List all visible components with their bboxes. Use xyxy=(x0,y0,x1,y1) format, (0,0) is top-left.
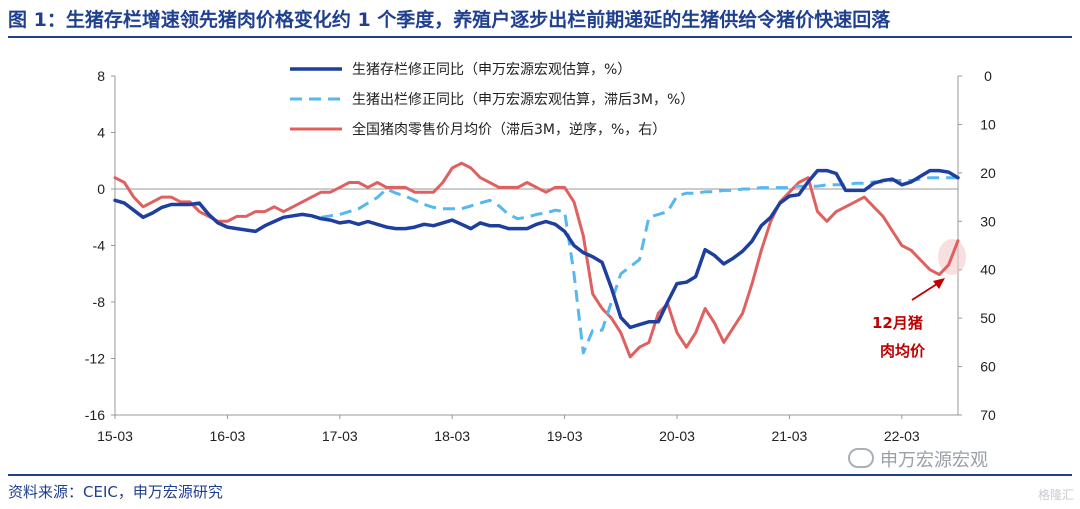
legend-label-slaughter: 生猪出栏修正同比（申万宏源宏观估算，滞后3M，%） xyxy=(352,92,694,108)
y-left-tick-label: -16 xyxy=(85,407,105,423)
annotation-line1: 12月猪 xyxy=(872,314,923,332)
x-tick-label: 15-03 xyxy=(97,428,133,444)
series-layer xyxy=(113,161,960,359)
y-right-tick-label: 70 xyxy=(980,407,996,423)
series-line-slaughter xyxy=(320,176,958,355)
y-left-tick-label: 8 xyxy=(97,68,105,84)
y-right-tick-label: 50 xyxy=(980,310,996,326)
y-right-tick-label: 60 xyxy=(980,359,996,375)
series-line-price xyxy=(113,161,960,359)
y-right-tick-label: 40 xyxy=(980,262,996,278)
figure-title: 图 1：生猪存栏增速领先猪肉价格变化约 1 个季度，养殖户逐步出栏前期递延的生猪… xyxy=(8,9,891,31)
x-tick-label: 20-03 xyxy=(659,428,695,444)
y-left-tick-label: -12 xyxy=(85,351,105,367)
logo: 格隆汇 xyxy=(1037,488,1074,502)
wechat-icon xyxy=(848,448,874,468)
chart-legend: 生猪存栏修正同比（申万宏源宏观估算，%） 生猪出栏修正同比（申万宏源宏观估算，滞后… xyxy=(290,62,694,138)
y-right-tick-label: 10 xyxy=(980,116,996,132)
legend-label-inventory: 生猪存栏修正同比（申万宏源宏观估算，%） xyxy=(352,62,631,78)
title-rule xyxy=(8,36,1072,38)
x-tick-label: 19-03 xyxy=(547,428,583,444)
x-tick-label: 21-03 xyxy=(771,428,807,444)
annotation-arrow xyxy=(911,281,941,301)
y-right-tick-label: 30 xyxy=(980,213,996,229)
source-note: 资料来源：CEIC，申万宏源研究 xyxy=(8,483,223,501)
annotation-layer: 12月猪 肉均价 xyxy=(872,239,966,360)
y-left-tick-label: 4 xyxy=(97,125,105,141)
annotation-line2: 肉均价 xyxy=(880,342,926,360)
x-tick-label: 18-03 xyxy=(434,428,470,444)
y-left-tick-label: -8 xyxy=(93,294,106,310)
y-left-tick-label: -4 xyxy=(93,238,106,254)
y-left-tick-label: 0 xyxy=(97,181,105,197)
watermark: 申万宏源宏观 xyxy=(848,446,988,472)
x-tick-label: 16-03 xyxy=(209,428,245,444)
x-tick-label: 17-03 xyxy=(322,428,358,444)
y-right-tick-label: 0 xyxy=(984,68,992,84)
legend-label-price: 全国猪肉零售价月均价（滞后3M，逆序，%，右） xyxy=(352,121,666,138)
series-line-inventory xyxy=(113,168,960,330)
footer-rule xyxy=(8,474,1072,476)
watermark-text: 申万宏源宏观 xyxy=(880,450,988,471)
y-right-tick-label: 20 xyxy=(980,165,996,181)
x-tick-label: 22-03 xyxy=(884,428,920,444)
annotation-arrowhead xyxy=(933,278,945,289)
